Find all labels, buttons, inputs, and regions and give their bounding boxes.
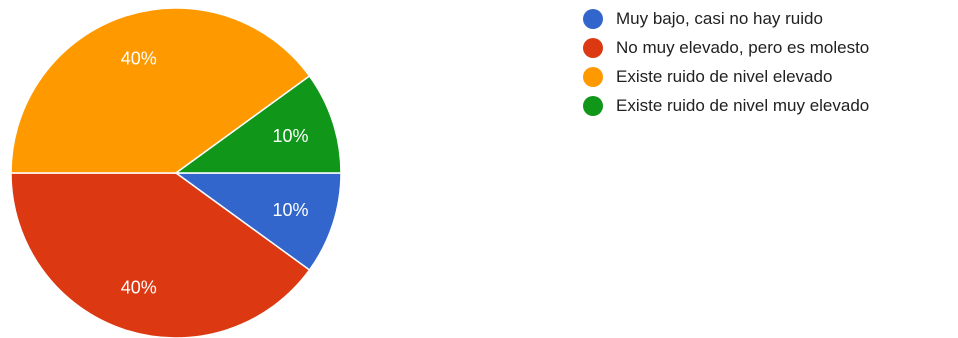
legend-label: Existe ruido de nivel muy elevado (616, 95, 870, 115)
pie-chart: 10% 40% 40% 10% (10, 7, 342, 338)
legend-item[interactable]: No muy elevado, pero es molesto (583, 33, 869, 62)
slice-percent-label: 10% (273, 126, 309, 146)
slice-percent-label: 10% (273, 200, 309, 220)
chart-legend: Muy bajo, casi no hay ruido No muy elevad… (583, 4, 869, 120)
legend-swatch-icon (583, 66, 603, 87)
pie-slice[interactable] (173, 74, 342, 174)
legend-label: Muy bajo, casi no hay ruido (616, 8, 823, 28)
legend-item[interactable]: Existe ruido de nivel elevado (583, 62, 869, 91)
legend-label: No muy elevado, pero es molesto (616, 37, 870, 57)
legend-swatch-icon (583, 8, 603, 29)
legend-item[interactable]: Muy bajo, casi no hay ruido (583, 4, 869, 33)
slice-percent-label: 40% (121, 48, 157, 68)
legend-swatch-icon (583, 95, 603, 116)
pie-slice[interactable] (10, 7, 311, 174)
pie-slice[interactable] (173, 172, 342, 272)
pie-slice[interactable] (10, 172, 311, 338)
legend-item[interactable]: Existe ruido de nivel muy elevado (583, 91, 869, 120)
legend-swatch-icon (583, 37, 603, 58)
slice-percent-label: 40% (121, 278, 157, 298)
legend-label: Existe ruido de nivel elevado (616, 66, 833, 86)
